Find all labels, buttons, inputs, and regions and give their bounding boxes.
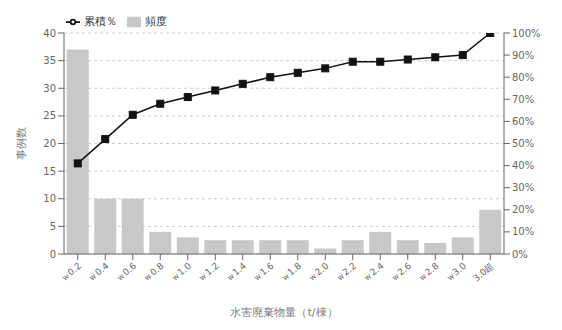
svg-text:70%: 70% [512,94,534,105]
svg-text:15: 15 [43,166,56,177]
svg-text:ｗ1.6: ｗ1.6 [251,261,275,284]
svg-text:ｗ3.0: ｗ3.0 [444,261,468,284]
svg-text:事例数: 事例数 [15,127,28,160]
svg-text:ｗ2.4: ｗ2.4 [361,261,385,284]
html-text:累積％: 累積％ [84,15,117,28]
svg-text:90%: 90% [512,50,534,61]
svg-text:3.0超: 3.0超 [471,261,495,284]
svg-text:ｗ1.4: ｗ1.4 [224,261,248,284]
svg-text:40: 40 [43,28,56,39]
svg-text:25: 25 [43,110,56,121]
svg-text:0%: 0% [512,249,528,260]
svg-text:30%: 30% [512,182,534,193]
svg-text:5: 5 [50,221,56,232]
svg-text:ｗ2.8: ｗ2.8 [416,261,440,284]
svg-text:ｗ2.0: ｗ2.0 [306,261,330,284]
svg-text:80%: 80% [512,72,534,83]
svg-text:ｗ1.0: ｗ1.0 [169,261,193,284]
svg-text:0: 0 [50,249,56,260]
svg-text:10%: 10% [512,226,534,237]
svg-text:ｗ2.6: ｗ2.6 [389,261,413,284]
svg-text:100%: 100% [512,28,541,39]
html-text:頻度: 頻度 [145,15,167,28]
svg-text:ｗ1.2: ｗ1.2 [196,261,220,284]
svg-text:ｗ0.2: ｗ0.2 [59,261,83,284]
svg-text:ｗ1.8: ｗ1.8 [279,261,303,284]
svg-text:40%: 40% [512,160,534,171]
svg-text:30: 30 [43,83,56,94]
svg-text:20%: 20% [512,204,534,215]
svg-text:ｗ0.4: ｗ0.4 [86,261,110,284]
svg-text:20: 20 [43,138,56,149]
svg-text:水害廃棄物量（t/棟）: 水害廃棄物量（t/棟） [230,306,337,319]
svg-text:10: 10 [43,193,56,204]
svg-text:ｗ0.8: ｗ0.8 [141,261,165,284]
svg-text:ｗ2.2: ｗ2.2 [334,261,358,284]
svg-text:35: 35 [43,55,56,66]
svg-text:50%: 50% [512,138,534,149]
svg-text:ｗ0.6: ｗ0.6 [114,261,138,284]
svg-text:60%: 60% [512,116,534,127]
